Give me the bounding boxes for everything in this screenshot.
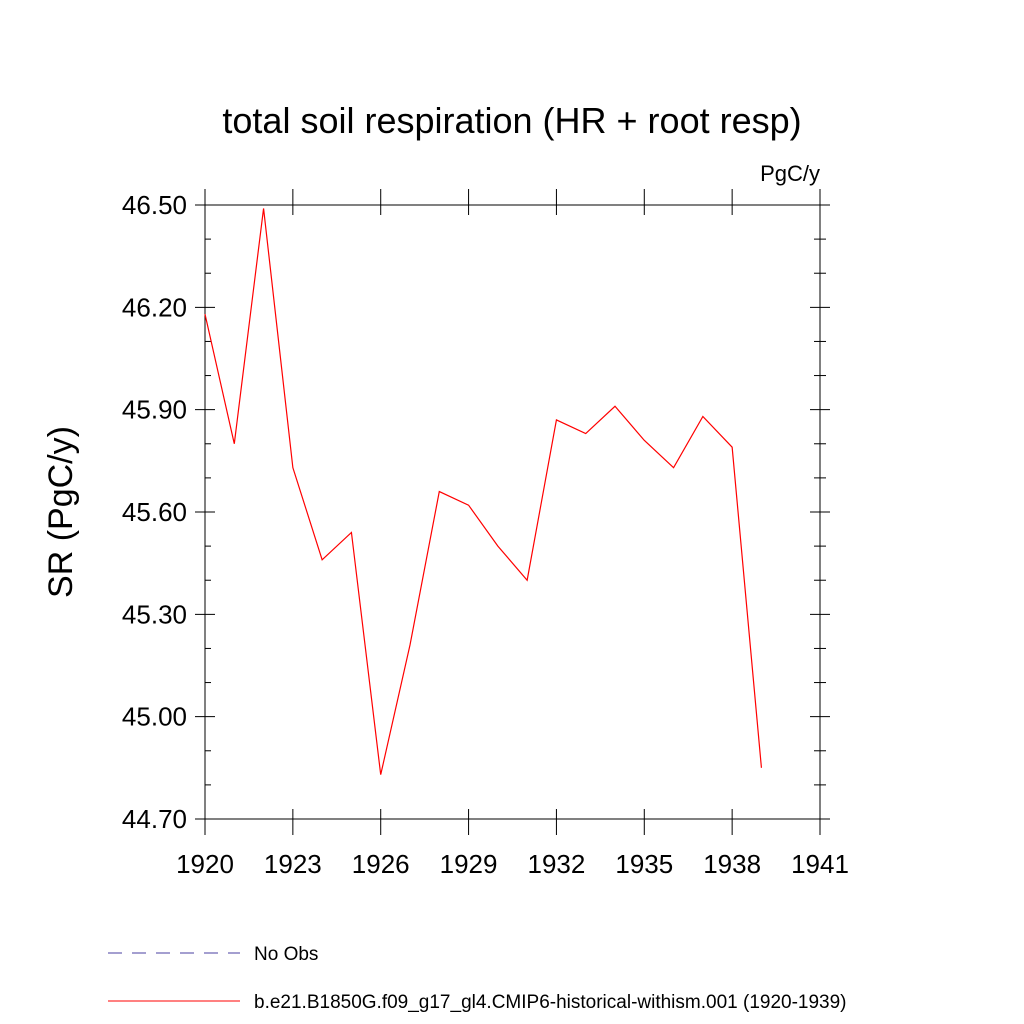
y-tick-label: 46.20 <box>122 292 187 322</box>
legend: No Obs b.e21.B1850G.f09_g17_gl4.CMIP6-his… <box>108 944 847 1013</box>
x-tick-label: 1926 <box>352 849 410 879</box>
x-tick-label: 1929 <box>440 849 498 879</box>
x-tick-label: 1920 <box>176 849 234 879</box>
y-tick-label: 46.50 <box>122 190 187 220</box>
y-tick-label: 44.70 <box>122 804 187 834</box>
x-tick-label: 1932 <box>528 849 586 879</box>
y-tick-label: 45.00 <box>122 702 187 732</box>
x-tick-label: 1935 <box>615 849 673 879</box>
y-axis: 44.70 45.00 45.30 45.60 45.90 46.20 46.50 <box>122 190 830 834</box>
y-tick-label: 45.30 <box>122 599 187 629</box>
plot-frame <box>204 204 821 820</box>
x-axis: 1920 1923 1926 1929 1932 1935 1938 1941 <box>176 189 849 879</box>
x-tick-label: 1938 <box>703 849 761 879</box>
chart-title: total soil respiration (HR + root resp) <box>222 100 801 141</box>
x-tick-label: 1923 <box>264 849 322 879</box>
legend-label: b.e21.B1850G.f09_g17_gl4.CMIP6-historica… <box>254 992 847 1013</box>
y-tick-label: 45.90 <box>122 395 187 425</box>
y-tick-label: 45.60 <box>122 497 187 527</box>
y-axis-label: SR (PgC/y) <box>42 426 80 598</box>
legend-label: No Obs <box>254 944 318 965</box>
x-tick-label: 1941 <box>791 849 849 879</box>
units-label: PgC/y <box>760 161 820 186</box>
series-line-0 <box>204 208 763 775</box>
series-layer <box>204 208 763 775</box>
